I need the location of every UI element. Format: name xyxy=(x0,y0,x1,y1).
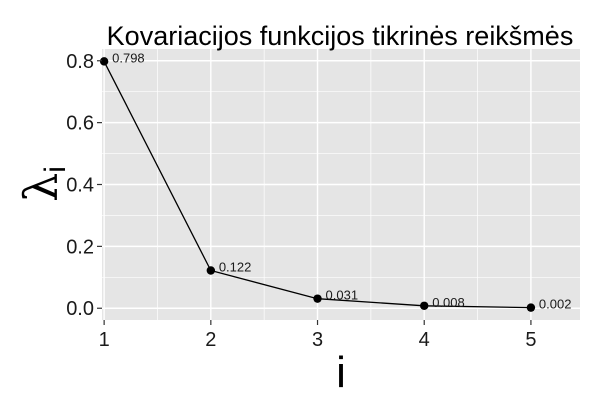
data-label: 0.008 xyxy=(432,295,465,310)
svg-text:λi: λi xyxy=(14,166,72,202)
x-tick-label: 5 xyxy=(525,329,536,351)
data-point xyxy=(526,303,536,312)
data-label: 0.002 xyxy=(539,297,572,312)
y-tick-label: 0.0 xyxy=(66,298,94,320)
y-axis: 0.0 0.2 0.4 0.6 0.8 xyxy=(66,51,102,320)
data-point xyxy=(420,301,429,310)
y-tick-label: 0.4 xyxy=(66,175,94,197)
y-axis-label-group: λi xyxy=(14,166,72,202)
grid-major xyxy=(102,49,580,320)
y-tick-label: 0.8 xyxy=(66,51,94,73)
data-point xyxy=(206,266,216,275)
x-axis-label: i xyxy=(336,348,346,397)
y-axis-label: λ xyxy=(14,173,68,202)
y-axis-label-subscript: i xyxy=(39,166,72,173)
x-tick-label: 2 xyxy=(205,329,216,351)
y-tick-label: 0.6 xyxy=(66,113,94,135)
data-label: 0.031 xyxy=(326,288,359,303)
data-label: 0.122 xyxy=(219,260,252,275)
x-axis: 1 2 3 4 5 xyxy=(99,320,536,351)
data-point xyxy=(99,57,109,66)
chart-title: Kovariacijos funkcijos tikrinės reikšmės xyxy=(107,21,574,51)
data-label: 0.798 xyxy=(112,50,145,65)
y-tick-label: 0.2 xyxy=(66,236,94,258)
series: 0.798 0.122 0.031 0.008 0.002 xyxy=(99,50,572,312)
x-tick-label: 4 xyxy=(419,329,430,351)
data-point xyxy=(313,294,322,303)
x-tick-label: 3 xyxy=(312,329,323,351)
x-tick-label: 1 xyxy=(99,329,110,351)
